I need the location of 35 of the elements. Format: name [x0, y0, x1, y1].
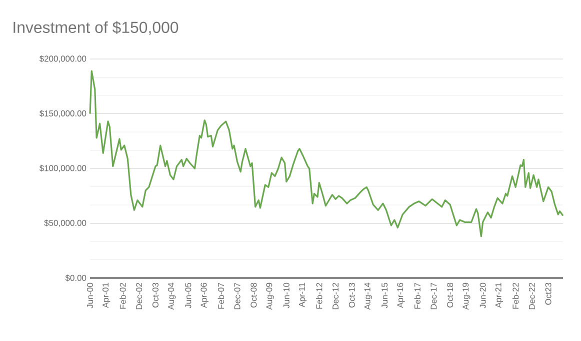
x-tick-label: Feb-02: [120, 282, 126, 309]
x-tick-label: Jun-20: [480, 282, 486, 308]
x-tick-label: Feb-07: [218, 282, 224, 309]
x-tick-label: Jun-00: [87, 282, 93, 308]
x-tick-label: Dec-02: [136, 282, 142, 310]
chart-title: Investment of $150,000: [14, 21, 178, 35]
y-tick-label: $200,000.00: [39, 55, 86, 63]
y-tick-label: $100,000.00: [39, 164, 86, 172]
y-tick-label: $150,000.00: [39, 110, 86, 118]
x-tick-label: Dec-17: [430, 282, 437, 310]
x-tick-label: Dec-12: [332, 282, 338, 310]
x-tick-label: Feb-22: [512, 282, 519, 309]
x-tick-label: Aug-19: [462, 282, 470, 310]
x-tick-label: Apr-01: [102, 282, 110, 308]
x-tick-label: Oct-18: [447, 282, 454, 308]
x-tick-label: Aug-04: [168, 282, 176, 310]
x-tick-label: Feb-12: [316, 282, 322, 309]
x-tick-label: Aug-14: [364, 282, 372, 310]
x-tick-label: Feb-17: [414, 282, 420, 309]
x-tick-label: Apr-06: [200, 282, 208, 308]
x-tick-label: Dec-22: [528, 282, 535, 310]
x-tick-label: Oct23: [545, 282, 552, 305]
x-tick-label: Oct-08: [250, 282, 257, 308]
x-tick-label: Jun-10: [283, 282, 290, 308]
x-tick-label: Apr-16: [397, 282, 405, 308]
x-tick-label: Apr-21: [495, 282, 504, 308]
x-tick-label: Apr-11: [298, 282, 307, 308]
y-tick-label: $50,000.00: [44, 220, 86, 227]
x-tick-label: Jun-05: [185, 282, 192, 308]
y-tick-label: $0.00: [65, 274, 86, 282]
x-tick-label: Dec-07: [234, 282, 240, 310]
x-tick-label: Oct-13: [348, 282, 355, 308]
x-tick-label: Jun-15: [382, 282, 388, 308]
x-tick-label: Aug-09: [266, 282, 274, 310]
x-tick-label: Oct-03: [152, 282, 158, 308]
